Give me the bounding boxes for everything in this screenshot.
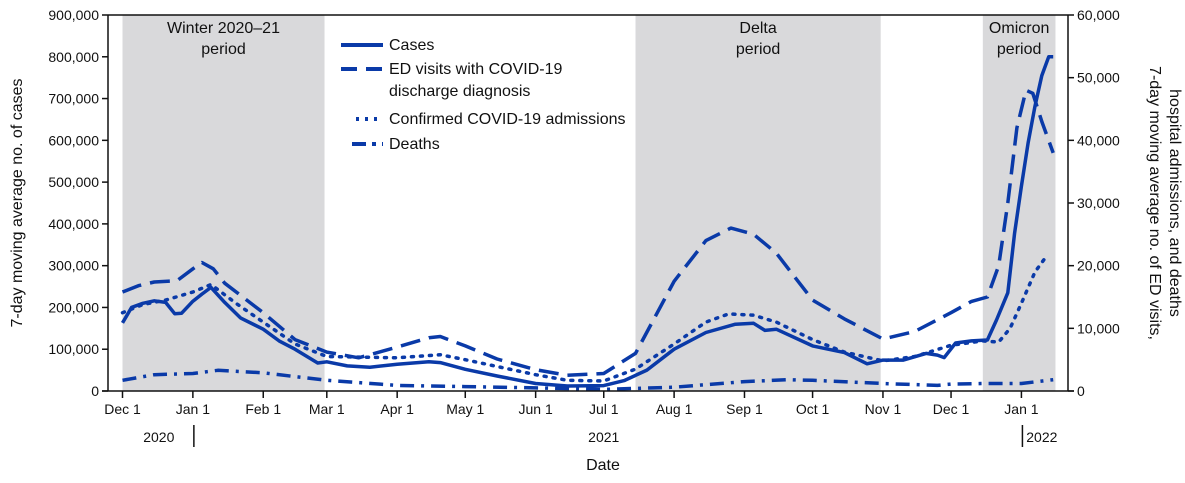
y-tick-label-left: 900,000 bbox=[48, 7, 99, 23]
y-tick-label-left: 0 bbox=[91, 383, 99, 399]
year-label: 2022 bbox=[1026, 429, 1057, 445]
x-tick-label: Jul 1 bbox=[589, 401, 619, 417]
period-label: period bbox=[736, 41, 780, 58]
period-shading: Winter 2020–21 period Delta period Omicron pe… bbox=[122, 15, 1056, 391]
y-tick-label-left: 300,000 bbox=[48, 258, 99, 274]
y-axis-title-left: 7-day moving average no. of cases bbox=[9, 78, 26, 327]
y-tick-label-left: 200,000 bbox=[48, 299, 99, 315]
y-tick-label-right: 40,000 bbox=[1077, 132, 1120, 148]
y-tick-label-left: 500,000 bbox=[48, 174, 99, 190]
legend-label: Confirmed COVID-19 admissions bbox=[389, 111, 626, 128]
x-tick-label: May 1 bbox=[446, 401, 484, 417]
period-band bbox=[635, 15, 881, 391]
series-line-cases bbox=[120, 55, 1054, 388]
series-lines bbox=[120, 55, 1055, 392]
x-tick-label: Jun 1 bbox=[519, 401, 553, 417]
period-band bbox=[122, 15, 325, 391]
series-line-ed-visits-with-covid-19-discharge-diagnosis bbox=[121, 88, 1055, 378]
legend-label: ED visits with COVID-19 bbox=[389, 61, 562, 78]
y-axis-title-right: 7-day moving average no. of ED visits, bbox=[1146, 66, 1163, 340]
legend: Cases ED visits with COVID-19 discharge di… bbox=[334, 34, 634, 158]
period-label: period bbox=[997, 41, 1041, 58]
x-tick-label: Jan 1 bbox=[176, 401, 210, 417]
legend-label: Deaths bbox=[389, 136, 440, 153]
y-tick-label-right: 20,000 bbox=[1077, 258, 1120, 274]
year-label: 2021 bbox=[588, 429, 619, 445]
x-tick-label: Jan 1 bbox=[1004, 401, 1038, 417]
y-tick-label-right: 50,000 bbox=[1077, 70, 1120, 86]
x-tick-label: Mar 1 bbox=[309, 401, 345, 417]
y-tick-label-left: 800,000 bbox=[48, 49, 99, 65]
x-tick-label: Dec 1 bbox=[104, 401, 141, 417]
legend-label: Cases bbox=[389, 37, 434, 54]
year-label: 2020 bbox=[143, 429, 174, 445]
x-tick-label: Sep 1 bbox=[726, 401, 763, 417]
period-label: period bbox=[201, 41, 245, 58]
period-label: Delta bbox=[739, 20, 776, 37]
x-tick-label: Nov 1 bbox=[865, 401, 902, 417]
y-tick-label-left: 700,000 bbox=[48, 91, 99, 107]
x-axis-title: Date bbox=[586, 457, 620, 474]
legend-box bbox=[334, 34, 634, 158]
y-tick-label-left: 100,000 bbox=[48, 341, 99, 357]
x-tick-label: Dec 1 bbox=[933, 401, 970, 417]
period-label: Winter 2020–21 bbox=[167, 20, 280, 37]
period-label: Omicron bbox=[989, 20, 1049, 37]
y-tick-label-right: 10,000 bbox=[1077, 320, 1120, 336]
x-tick-label: Feb 1 bbox=[245, 401, 281, 417]
y-tick-label-right: 60,000 bbox=[1077, 7, 1120, 23]
axes: 0 100,000 200,000 300,000 400,000 500,000 600,… bbox=[9, 7, 1183, 474]
series-line-confirmed-covid-19-admissions bbox=[120, 254, 1049, 383]
y-tick-label-left: 600,000 bbox=[48, 132, 99, 148]
x-tick-label: Apr 1 bbox=[380, 401, 414, 417]
y-tick-label-right: 30,000 bbox=[1077, 195, 1120, 211]
x-tick-label: Aug 1 bbox=[656, 401, 693, 417]
legend-label: discharge diagnosis bbox=[389, 83, 530, 100]
y-axis-title-right: hospital admissions, and deaths bbox=[1166, 89, 1183, 317]
y-tick-label-left: 400,000 bbox=[48, 216, 99, 232]
y-tick-label-right: 0 bbox=[1077, 383, 1085, 399]
x-tick-label: Oct 1 bbox=[796, 401, 830, 417]
